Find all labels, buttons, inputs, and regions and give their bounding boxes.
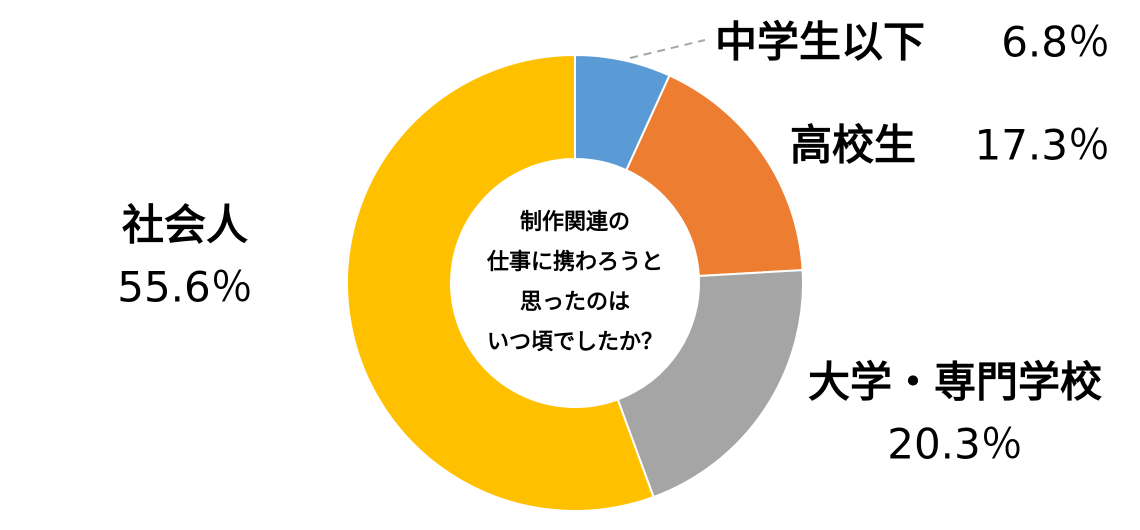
donut-segment [616, 269, 804, 499]
center-text: 制作関連の [520, 210, 630, 235]
center-text: 仕事に携わろうと [486, 249, 663, 275]
value-label: 17.3％ [974, 121, 1110, 170]
center-text: いつ頃でしたか？ [487, 330, 663, 355]
category-label: 中学生以下 [715, 18, 925, 67]
value-label: 6.8％ [1001, 18, 1110, 67]
category-label: 大学・専門学校 [808, 358, 1102, 407]
donut-segment [625, 74, 804, 278]
category-label: 高校生 [790, 121, 916, 170]
value-label: 55.6％ [117, 263, 253, 312]
center-text: 思ったのは [520, 290, 630, 315]
value-label: 20.3％ [887, 420, 1023, 469]
category-label: 社会人 [122, 201, 248, 250]
donut-segment [346, 53, 655, 512]
leader-line [629, 39, 706, 59]
